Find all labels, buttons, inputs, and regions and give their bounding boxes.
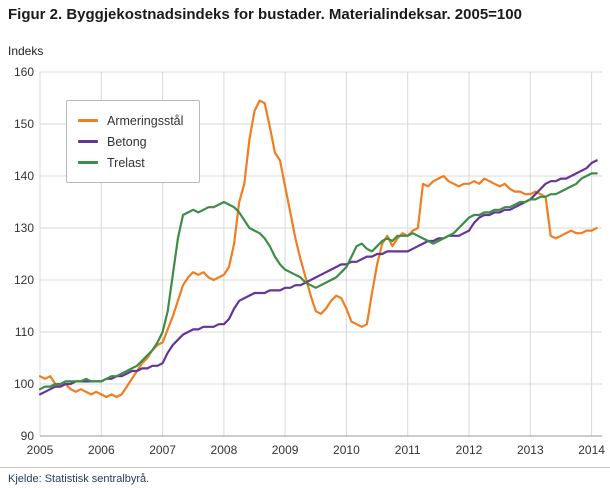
legend-item-trelast[interactable]: Trelast bbox=[78, 152, 183, 173]
legend: Armeringsstål Betong Trelast bbox=[66, 100, 201, 183]
series-line-betong bbox=[38, 159, 598, 396]
y-tick-label: 150 bbox=[14, 117, 34, 131]
series-line-trelast bbox=[38, 172, 598, 391]
y-tick-label: 110 bbox=[15, 325, 34, 339]
y-tick-label: 100 bbox=[14, 377, 34, 391]
chart-title: Figur 2. Byggjekostnadsindeks for bustad… bbox=[8, 6, 522, 23]
x-tick-label: 2010 bbox=[333, 443, 360, 457]
legend-item-betong[interactable]: Betong bbox=[78, 131, 183, 152]
line-swatch-icon bbox=[78, 119, 98, 122]
x-tick-label: 2014 bbox=[578, 443, 605, 457]
x-tick-label: 2007 bbox=[149, 443, 176, 457]
x-tick-label: 2013 bbox=[517, 443, 544, 457]
x-tick-label: 2009 bbox=[272, 443, 299, 457]
y-tick-label: 120 bbox=[14, 273, 34, 287]
x-tick-label: 2011 bbox=[395, 443, 421, 457]
series-line-armeringsstal bbox=[38, 99, 598, 399]
x-tick-label: 2008 bbox=[211, 443, 238, 457]
legend-label: Betong bbox=[107, 134, 147, 149]
line-swatch-icon bbox=[78, 161, 98, 164]
source-text: Kjelde: Statistisk sentralbyrå. bbox=[8, 473, 150, 485]
y-tick-label: 90 bbox=[21, 429, 35, 443]
x-tick-label: 2012 bbox=[456, 443, 483, 457]
legend-label: Armeringsstål bbox=[107, 113, 184, 128]
legend-item-armeringsstal[interactable]: Armeringsstål bbox=[78, 110, 183, 131]
y-tick-label: 140 bbox=[14, 169, 34, 183]
y-tick-label: 160 bbox=[14, 65, 34, 79]
y-tick-label: 130 bbox=[14, 221, 34, 235]
chart-area: 90 100 110 120 130 140 150 160 2005 2006 2007 2008 2… bbox=[0, 58, 610, 462]
y-axis-title: Indeks bbox=[8, 44, 44, 58]
footer-divider bbox=[0, 467, 610, 468]
legend-label: Trelast bbox=[107, 155, 145, 170]
line-swatch-icon bbox=[78, 140, 98, 143]
x-tick-label: 2006 bbox=[88, 443, 115, 457]
x-tick-label: 2005 bbox=[27, 443, 54, 457]
